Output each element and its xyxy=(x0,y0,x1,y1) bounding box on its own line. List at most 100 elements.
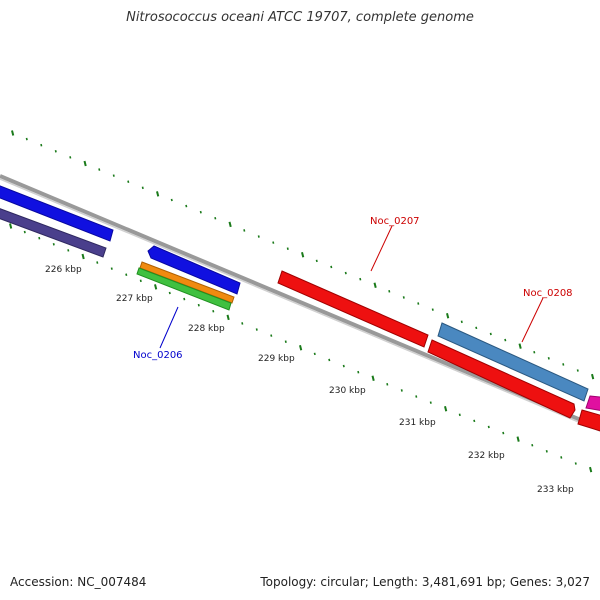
minor-tick xyxy=(110,267,113,270)
major-tick xyxy=(83,160,87,167)
minor-tick xyxy=(504,338,507,342)
minor-tick xyxy=(141,186,144,190)
gene-label-noc0208[interactable]: Noc_0208 xyxy=(523,288,573,299)
major-tick xyxy=(156,191,160,197)
minor-tick xyxy=(386,383,389,386)
tick-label: 230 kbp xyxy=(329,386,366,396)
minor-tick xyxy=(489,332,492,336)
accession-text: Accession: NC_007484 xyxy=(10,575,147,589)
minor-tick xyxy=(431,308,434,311)
minor-tick xyxy=(460,320,463,324)
minor-tick xyxy=(185,204,188,208)
minor-tick xyxy=(475,326,478,330)
minor-tick xyxy=(560,456,563,459)
minor-tick xyxy=(241,322,244,325)
gene-blue-left[interactable] xyxy=(0,182,114,242)
minor-tick xyxy=(286,247,289,251)
gene-features xyxy=(0,182,600,434)
gene-label-noc0207[interactable]: Noc_0207 xyxy=(370,216,420,227)
minor-tick xyxy=(344,271,347,275)
major-tick xyxy=(444,405,448,412)
genome-title: Nitrosococcus oceani ATCC 19707, complet… xyxy=(126,10,474,25)
minor-tick xyxy=(23,230,26,234)
minor-tick xyxy=(139,279,142,283)
genome-summary-text: Topology: circular; Length: 3,481,691 bp… xyxy=(260,575,590,589)
minor-tick xyxy=(359,277,362,281)
minor-tick xyxy=(328,358,331,362)
major-tick xyxy=(589,466,593,473)
minor-tick xyxy=(125,273,128,277)
gene-green-noc0206[interactable] xyxy=(136,267,232,311)
minor-tick xyxy=(429,401,432,404)
gene-red-far-right[interactable] xyxy=(577,409,600,434)
tick-row-inner xyxy=(9,223,593,473)
gene-red-right[interactable] xyxy=(427,339,576,419)
minor-tick xyxy=(531,443,534,447)
minor-tick xyxy=(284,340,287,344)
minor-tick xyxy=(342,364,345,368)
minor-tick xyxy=(315,259,318,263)
callout-line-noc0208 xyxy=(521,297,544,343)
minor-tick xyxy=(487,425,490,429)
gene-red-noc0207[interactable] xyxy=(277,270,429,348)
minor-tick xyxy=(458,413,461,417)
minor-tick xyxy=(183,297,186,301)
major-tick xyxy=(371,375,375,381)
callout-line-noc0206 xyxy=(159,306,179,349)
major-tick xyxy=(591,373,595,380)
major-tick xyxy=(518,343,522,349)
minor-tick xyxy=(67,249,70,252)
minor-tick xyxy=(98,168,101,171)
minor-tick xyxy=(243,229,246,232)
minor-tick xyxy=(313,352,316,356)
minor-tick xyxy=(25,137,28,141)
tick-label: 228 kbp xyxy=(188,324,225,334)
major-tick xyxy=(81,253,85,260)
tick-label: 233 kbp xyxy=(537,485,574,495)
minor-tick xyxy=(545,450,548,453)
minor-tick xyxy=(502,431,505,435)
minor-tick xyxy=(214,216,217,220)
minor-tick xyxy=(576,369,579,372)
tick-label: 229 kbp xyxy=(258,354,295,364)
minor-tick xyxy=(170,198,173,202)
minor-tick xyxy=(533,350,536,354)
minor-tick xyxy=(38,236,41,240)
tick-label: 232 kbp xyxy=(468,451,505,461)
gene-label-noc0206[interactable]: Noc_0206 xyxy=(133,350,183,361)
minor-tick xyxy=(415,395,418,398)
gene-pink-right[interactable] xyxy=(585,395,600,412)
minor-tick xyxy=(197,303,200,307)
minor-tick xyxy=(212,309,215,313)
minor-tick xyxy=(388,290,391,293)
major-tick xyxy=(228,221,232,228)
tick-label: 226 kbp xyxy=(45,265,82,275)
minor-tick xyxy=(40,143,43,147)
minor-tick xyxy=(400,389,403,392)
gene-orange[interactable] xyxy=(139,261,235,304)
major-tick xyxy=(226,314,230,321)
minor-tick xyxy=(168,291,171,295)
minor-tick xyxy=(96,261,99,264)
major-tick xyxy=(11,130,15,136)
minor-tick xyxy=(417,302,420,305)
minor-tick xyxy=(272,241,275,244)
minor-tick xyxy=(112,174,115,177)
minor-tick xyxy=(199,210,202,214)
minor-tick xyxy=(54,149,57,153)
minor-tick xyxy=(257,235,260,238)
minor-tick xyxy=(547,357,550,360)
minor-tick xyxy=(330,265,333,269)
minor-tick xyxy=(69,156,72,159)
minor-tick xyxy=(473,419,476,423)
tick-label: 227 kbp xyxy=(116,294,153,304)
backbone-inner xyxy=(0,178,600,432)
minor-tick xyxy=(357,370,360,374)
tick-label: 231 kbp xyxy=(399,418,436,428)
gene-steelblue-noc0208[interactable] xyxy=(437,322,589,402)
gene-blue-noc0205[interactable] xyxy=(147,245,241,295)
major-tick xyxy=(516,436,520,442)
gene-purple-left[interactable] xyxy=(0,205,107,258)
